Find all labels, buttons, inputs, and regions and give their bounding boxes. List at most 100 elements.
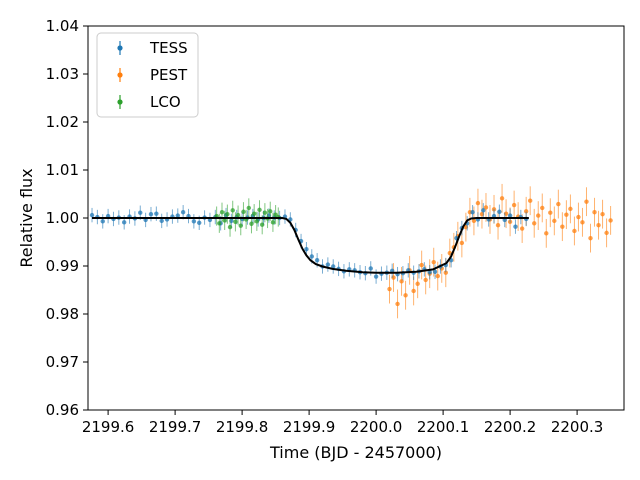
pest-data-point	[584, 199, 589, 204]
tess-data-point	[180, 210, 186, 215]
tess-data-point	[481, 208, 486, 213]
legend-label-tess: TESS	[149, 39, 188, 57]
pest-data-point	[544, 231, 549, 236]
pest-data-point	[443, 270, 448, 275]
pest-data-point	[435, 273, 440, 279]
tess-data-point	[470, 210, 475, 215]
pest-data-point	[588, 235, 593, 241]
tess-data-point	[159, 218, 164, 224]
pest-data-point	[519, 226, 525, 231]
x-tick-label: 2199.9	[283, 418, 336, 436]
tess-data-point	[368, 266, 373, 271]
y-tick-label: 0.99	[46, 257, 79, 275]
pest-data-point	[459, 240, 465, 246]
pest-data-point	[564, 212, 569, 217]
pest-data-point	[411, 288, 416, 294]
x-tick-label: 2200.0	[350, 418, 403, 436]
lco-data-point	[225, 211, 230, 217]
x-tick-label: 2199.8	[216, 418, 269, 436]
tess-data-point	[497, 209, 502, 214]
lco-data-point	[217, 221, 222, 226]
tess-data-point	[331, 264, 336, 269]
tess-data-point	[314, 258, 320, 263]
pest-data-point	[495, 223, 501, 228]
pest-data-point	[556, 201, 561, 207]
pest-data-point	[528, 198, 533, 203]
lco-data-point	[238, 223, 243, 228]
lco-data-point	[268, 209, 273, 214]
pest-data-point	[471, 218, 477, 224]
lco-data-point	[230, 208, 235, 213]
pest-data-point	[403, 293, 408, 298]
transit-model-line	[92, 217, 529, 274]
lco-data-point	[260, 222, 265, 227]
pest-data-point	[604, 230, 609, 236]
legend: TESS PEST LCO	[96, 32, 199, 118]
legend-label-pest: PEST	[150, 66, 188, 84]
tess-data-point	[121, 220, 127, 225]
pest-data-point	[572, 228, 577, 234]
legend-marker-lco	[117, 99, 123, 105]
x-axis-label: Time (BJD - 2457000)	[269, 443, 442, 462]
lco-data-point	[270, 220, 276, 225]
lco-data-point	[246, 205, 251, 211]
y-axis-ticks: 0.96 0.97 0.98 0.99 1.00 1.01 1.02 1.03 1.04	[46, 17, 88, 419]
pest-data-point	[600, 211, 605, 217]
pest-data-point	[499, 196, 505, 201]
tess-data-point	[175, 213, 180, 218]
x-axis-ticks: 2199.6 2199.7 2199.8 2199.9 2200.0 2200.1 2200…	[82, 410, 603, 436]
lco-data-point	[241, 209, 246, 214]
legend-marker-tess	[117, 45, 123, 51]
pest-data-point	[576, 214, 581, 220]
pest-data-point	[580, 220, 585, 225]
tess-data-point	[325, 262, 331, 267]
legend-marker-pest	[117, 72, 123, 78]
pest-data-point	[592, 210, 597, 215]
tess-data-point	[304, 247, 309, 252]
lco-data-point	[251, 211, 257, 216]
pest-data-point	[475, 200, 481, 206]
tess-data-point	[100, 219, 105, 224]
tess-data-point	[154, 211, 159, 216]
tess-data-point	[197, 220, 202, 225]
x-tick-label: 2199.7	[149, 418, 202, 436]
tess-data-point	[138, 210, 143, 215]
y-tick-label: 0.98	[46, 305, 79, 323]
tess-data-point	[432, 269, 438, 274]
pest-data-point	[540, 205, 545, 211]
pest-data-point	[511, 202, 517, 208]
pest-data-point	[483, 205, 489, 210]
pest-data-point	[552, 218, 557, 224]
lco-data-point	[254, 219, 260, 224]
lco-data-point	[262, 210, 268, 215]
pest-data-point	[560, 224, 565, 229]
lco-data-point	[227, 224, 233, 230]
y-tick-label: 1.02	[46, 113, 79, 131]
pest-data-point	[387, 286, 392, 292]
legend-label-lco: LCO	[150, 93, 181, 111]
y-tick-label: 1.04	[46, 17, 79, 35]
lco-data-point	[257, 207, 262, 213]
tess-data-point	[373, 274, 379, 279]
tess-data-point	[309, 254, 314, 259]
lco-data-point	[235, 212, 241, 218]
y-tick-label: 1.00	[46, 209, 79, 227]
tess-data-point	[148, 211, 154, 217]
x-tick-label: 2200.2	[484, 418, 537, 436]
y-tick-label: 1.03	[46, 65, 79, 83]
lco-data-point	[233, 219, 238, 225]
pest-data-point	[415, 281, 420, 286]
pest-data-point	[596, 223, 601, 228]
x-tick-label: 2200.1	[417, 418, 470, 436]
y-tick-label: 1.01	[46, 161, 79, 179]
pest-data-point	[523, 209, 529, 214]
y-tick-label: 0.96	[46, 401, 79, 419]
lco-data-point	[249, 221, 254, 226]
x-tick-label: 2199.6	[82, 418, 135, 436]
pest-data-point	[532, 221, 537, 226]
tess-data-point	[513, 224, 518, 229]
pest-data-point	[536, 213, 541, 218]
pest-data-point	[568, 206, 573, 212]
pest-data-point	[608, 218, 613, 223]
